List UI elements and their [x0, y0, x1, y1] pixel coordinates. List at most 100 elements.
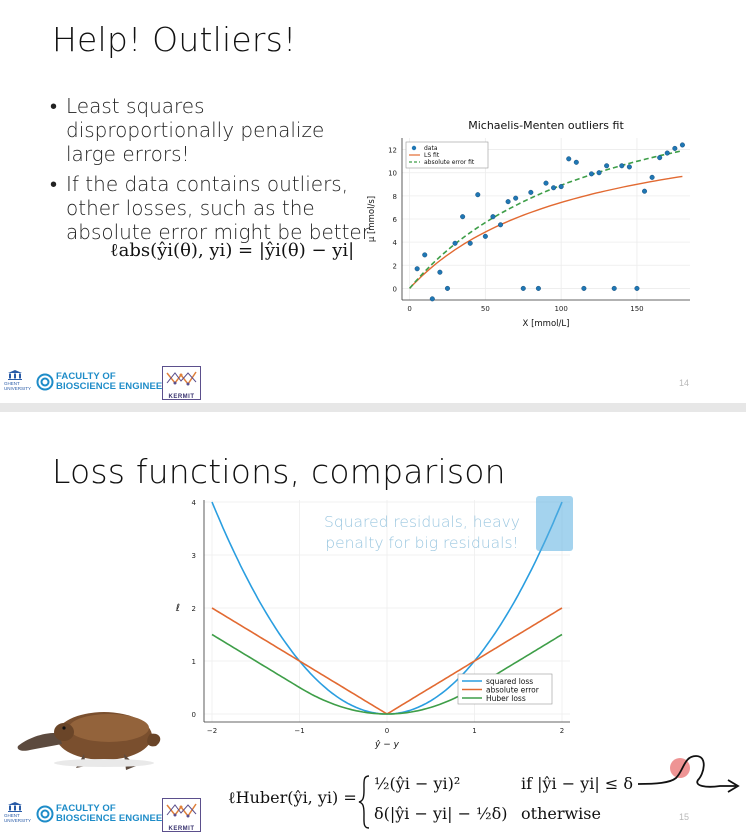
huber-case-1-condition: if |ŷi − yi| ≤ δ	[521, 774, 634, 793]
data-point	[657, 155, 663, 161]
data-point	[649, 174, 655, 180]
legend-label: absolute error fit	[424, 159, 475, 166]
data-point	[498, 222, 504, 228]
slide-14: Help! Outliers! Least squares disproport…	[0, 0, 746, 403]
data-point	[626, 164, 632, 170]
bullet-item: Least squares disproportionally penalize…	[50, 94, 375, 166]
x-axis-label: ŷ − y	[374, 740, 400, 750]
pen-arrow-annotation	[637, 755, 740, 793]
data-point	[429, 296, 435, 302]
x-tick-label: 100	[554, 305, 567, 313]
faculty-line-2: BIOSCIENCE ENGINEERING	[56, 813, 187, 824]
y-tick-label: 0	[393, 285, 397, 293]
data-point	[444, 285, 450, 291]
x-tick-label: 150	[630, 305, 643, 313]
data-point	[611, 285, 617, 291]
data-point	[535, 285, 541, 291]
ghent-university-logo: GHENT UNIVERSITY	[4, 802, 31, 823]
kermit-label: KERMIT	[168, 826, 195, 832]
kermit-logo: KERMIT	[162, 798, 201, 832]
faculty-line-1: FACULTY OF	[56, 803, 116, 814]
data-point	[543, 180, 549, 186]
data-point	[482, 233, 488, 239]
y-tick-label: 10	[388, 170, 397, 178]
legend-label: LS fit	[424, 152, 440, 159]
ls-fit-line	[409, 175, 683, 289]
data-point	[588, 171, 594, 177]
brace-icon	[358, 775, 370, 829]
y-axis-label: μ [mmol/s]	[367, 196, 377, 242]
page-number: 15	[679, 812, 690, 822]
y-tick-label: 1	[192, 658, 196, 666]
data-point	[513, 195, 519, 201]
faculty-line-1: FACULTY OF	[56, 371, 116, 382]
kermit-label: KERMIT	[168, 394, 195, 400]
y-tick-label: 8	[393, 193, 397, 201]
university-building-icon	[8, 802, 22, 812]
legend-swatch-data	[411, 145, 417, 151]
data-point	[414, 266, 420, 272]
kermit-logo: KERMIT	[162, 366, 201, 400]
data-point	[452, 240, 458, 246]
y-axis-label: ℓ	[176, 603, 180, 614]
chart-title: Michaelis-Menten outliers fit	[468, 119, 624, 132]
faculty-mark-icon	[36, 805, 54, 823]
data-point	[664, 150, 670, 156]
data-point	[558, 184, 564, 190]
Huber-loss-line	[211, 633, 563, 715]
y-tick-label: 4	[393, 239, 398, 247]
y-tick-label: 6	[393, 216, 398, 224]
slide-15: Loss functions, comparison 0 1 2 3 4 −2 −1 0 1 2 ŷ…	[0, 412, 746, 836]
y-tick-label: 0	[192, 711, 196, 719]
data-point	[679, 142, 685, 148]
huber-case-1: ½(ŷi − yi)²	[374, 774, 461, 793]
slide-title: Help! Outliers!	[52, 20, 297, 59]
highlight-box	[536, 496, 573, 551]
data-point	[467, 240, 473, 246]
data-point	[490, 214, 496, 220]
faculty-line-2: BIOSCIENCE ENGINEERING	[56, 381, 187, 392]
data-point	[619, 163, 625, 169]
data-point	[551, 185, 557, 191]
data-point	[475, 192, 481, 198]
y-tick-label: 2	[192, 605, 196, 613]
legend-label: Huber loss	[486, 694, 526, 703]
faculty-mark-icon	[36, 373, 54, 391]
x-axis-label: X [mmol/L]	[523, 319, 570, 329]
x-tick-label: 0	[407, 305, 411, 313]
legend-label: data	[424, 145, 438, 152]
absolute-error-fit-line	[408, 149, 683, 289]
data-point	[581, 285, 587, 291]
y-tick-label: 3	[192, 552, 196, 560]
x-tick-label: −1	[294, 727, 304, 735]
data-point	[596, 170, 602, 176]
bullet-item: If the data contains outliers, other los…	[50, 172, 375, 244]
footer: GHENT UNIVERSITY FACULTY OF BIOSCIENCE E…	[0, 798, 746, 836]
bullet-list: Least squares disproportionally penalize…	[50, 94, 375, 250]
x-tick-label: −2	[207, 727, 217, 735]
x-tick-label: 0	[385, 727, 389, 735]
data-point	[422, 252, 428, 258]
data-point	[437, 269, 443, 275]
legend-label: absolute error	[486, 686, 540, 695]
data-point	[672, 145, 678, 151]
x-tick-label: 50	[481, 305, 490, 313]
slide-title: Loss functions, comparison	[52, 452, 506, 491]
data-point	[505, 199, 511, 205]
data-point	[604, 163, 610, 169]
data-point	[573, 159, 579, 165]
annotation-text: Squared residuals, heavy penalty for big…	[324, 513, 520, 552]
footer: GHENT UNIVERSITY FACULTY OF BIOSCIENCE E…	[0, 366, 746, 403]
absolute-loss-formula: ℓabs(ŷi(θ), yi) = |ŷi(θ) − yi|	[110, 240, 355, 261]
michaelis-menten-chart: Michaelis-Menten outliers fit 0 2 4 6 8 10 12 0 5…	[367, 119, 690, 329]
huber-formula: ℓHuber(ŷi, yi) = ½(ŷi − yi)² δ(|ŷi − yi|…	[228, 772, 648, 832]
university-name: GHENT UNIVERSITY	[4, 813, 32, 823]
kermit-network-icon	[166, 803, 197, 818]
huber-case-2: δ(|ŷi − yi| − ½δ)	[374, 804, 508, 823]
y-tick-label: 12	[388, 147, 397, 155]
university-building-icon	[8, 370, 22, 380]
x-tick-label: 2	[560, 727, 564, 735]
y-tick-label: 4	[192, 499, 197, 507]
legend-label: squared loss	[486, 677, 533, 686]
